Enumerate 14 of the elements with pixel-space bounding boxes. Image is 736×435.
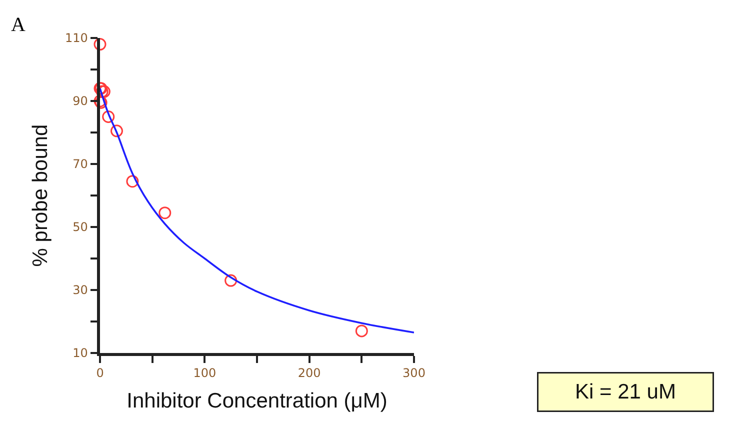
y-tick-label: 110 bbox=[64, 31, 88, 46]
x-tick-label: 100 bbox=[193, 366, 216, 380]
x-tick-label: 300 bbox=[402, 366, 426, 380]
y-tick-label: 70 bbox=[72, 157, 88, 172]
text: Ki = 21 uM bbox=[575, 380, 676, 404]
y-tick-label: 50 bbox=[72, 220, 88, 234]
x-tick-label: 0 bbox=[96, 366, 104, 380]
y-axis-title: % probe bound bbox=[29, 124, 52, 267]
y-tick-label: 30 bbox=[72, 283, 88, 298]
text: A bbox=[11, 14, 26, 36]
x-tick-label: 200 bbox=[298, 366, 321, 380]
x-axis-title: Inhibitor Concentration (μM) bbox=[126, 389, 388, 412]
y-tick-label: 90 bbox=[72, 94, 88, 108]
y-tick-label: 10 bbox=[72, 346, 88, 360]
